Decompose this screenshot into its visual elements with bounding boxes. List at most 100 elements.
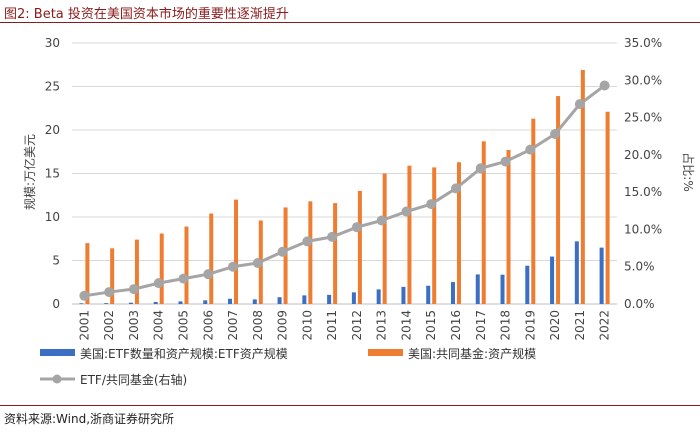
etf-bar-2021 [574, 241, 579, 304]
fund-bar-2004 [159, 233, 164, 304]
legend-label-fund: 美国:共同基金:资产规模 [408, 346, 536, 361]
fund-bar-2003 [134, 239, 139, 304]
etf-bar-2013 [376, 289, 381, 304]
fund-bar-2006 [209, 213, 214, 304]
etf-bar-2006 [203, 300, 208, 304]
etf-bar-2012 [351, 292, 356, 304]
x-axis-ticks: 2001 2002 2003 2004 2005 2006 2007 2008 2009 2010… [77, 310, 611, 341]
right-tick-label: 35.0% [624, 36, 662, 50]
etf-bar-2018 [500, 274, 505, 304]
right-tick-label: 30.0% [624, 73, 662, 87]
x-tick-label: 2006 [201, 310, 215, 341]
etf-bar-2009 [277, 297, 282, 304]
right-tick-label: 25.0% [624, 111, 662, 125]
fund-bar-2019 [531, 118, 536, 304]
fund-bar-2013 [382, 173, 387, 304]
fund-bar-2022 [605, 111, 610, 304]
etf-to-fund-ratio-line [79, 80, 610, 301]
left-tick-label: 10 [45, 210, 60, 224]
fund-bar-2010 [308, 201, 313, 304]
ratio-point-2011 [327, 231, 338, 242]
fund-bar-2011 [333, 203, 338, 304]
left-tick-label: 20 [45, 123, 60, 137]
ratio-point-2020 [550, 128, 561, 139]
x-tick-label: 2022 [598, 310, 612, 341]
x-tick-label: 2015 [424, 310, 438, 341]
left-tick-label: 30 [45, 36, 60, 50]
left-tick-label: 5 [52, 254, 60, 268]
fund-bar-2001 [85, 243, 90, 304]
etf-bar-2020 [550, 256, 555, 304]
etf-bar-2022 [599, 247, 604, 304]
legend-swatch-etf [40, 349, 75, 356]
ratio-point-2014 [401, 206, 412, 217]
x-tick-label: 2002 [102, 310, 116, 341]
x-tick-label: 2011 [325, 310, 339, 341]
right-tick-label: 10.0% [624, 222, 662, 236]
source-note: 资料来源:Wind,浙商证券研究所 [4, 412, 175, 426]
fund-bar-2020 [556, 96, 561, 304]
etf-bar-2014 [401, 286, 406, 304]
title-divider [0, 22, 700, 23]
ratio-point-2016 [450, 183, 461, 194]
legend-swatch-fund [368, 349, 403, 356]
x-tick-label: 2019 [523, 310, 537, 341]
etf-asset-bars [79, 241, 604, 304]
fund-bar-2012 [357, 190, 362, 304]
x-tick-label: 2013 [375, 310, 389, 341]
x-tick-label: 2003 [127, 310, 141, 341]
ratio-point-2015 [426, 199, 437, 210]
ratio-point-2022 [599, 80, 610, 91]
legend-swatch-ratio-marker [52, 374, 62, 384]
etf-bar-2019 [525, 265, 530, 304]
x-tick-label: 2010 [300, 310, 314, 341]
x-tick-label: 2009 [276, 310, 290, 341]
legend-label-etf: 美国:ETF数量和资产规模:ETF资产规模 [80, 346, 288, 361]
ratio-point-2007 [228, 261, 239, 272]
etf-bar-2008 [252, 299, 257, 304]
ratio-point-2013 [376, 215, 387, 226]
ratio-point-2004 [153, 278, 164, 289]
x-tick-label: 2016 [449, 310, 463, 341]
fund-bar-2018 [506, 150, 511, 304]
ratio-point-2018 [500, 156, 511, 167]
fund-bar-2005 [184, 226, 189, 304]
x-tick-label: 2017 [474, 310, 488, 341]
x-tick-label: 2021 [573, 310, 587, 341]
fund-bar-2015 [432, 167, 437, 304]
etf-bar-2002 [104, 303, 109, 304]
fund-bar-2016 [456, 162, 461, 304]
left-tick-label: 0 [52, 297, 60, 311]
right-tick-label: 15.0% [624, 185, 662, 199]
right-axis-title: 占比:% [681, 152, 696, 191]
ratio-point-2012 [351, 222, 362, 233]
fund-bar-2014 [407, 165, 412, 304]
ratio-point-2001 [79, 290, 90, 301]
x-tick-label: 2018 [499, 310, 513, 341]
right-axis-ticks: 0.0% 5.0% 10.0% 15.0% 20.0% 25.0% 30.0% 35.0% [624, 36, 662, 311]
figure-title: 图2: Beta 投资在美国资本市场的重要性逐渐提升 [4, 7, 289, 22]
ratio-point-2017 [475, 163, 486, 174]
ratio-point-2009 [277, 246, 288, 257]
etf-bar-2017 [475, 274, 480, 304]
fund-bar-2007 [234, 199, 239, 304]
left-axis-title: 规模:万亿美元 [22, 134, 37, 210]
x-tick-label: 2007 [226, 310, 240, 341]
ratio-line-path [84, 84, 606, 298]
legend: 美国:ETF数量和资产规模:ETF资产规模 美国:共同基金:资产规模 ETF/共… [40, 346, 536, 387]
ratio-point-2003 [128, 284, 139, 295]
x-tick-label: 2020 [548, 310, 562, 341]
etf-bar-2015 [426, 285, 431, 304]
right-tick-label: 0.0% [624, 297, 655, 311]
x-tick-label: 2004 [152, 310, 166, 341]
legend-label-ratio: ETF/共同基金(右轴) [80, 372, 187, 387]
x-tick-label: 2008 [251, 310, 265, 341]
etf-bar-2003 [128, 302, 133, 304]
chart-area: 0 5 10 15 20 25 30 0.0% 5.0% 10.0% 15.0% 20.0% 25.0… [22, 36, 696, 387]
etf-bar-2011 [327, 294, 332, 304]
ratio-point-2002 [104, 287, 115, 298]
etf-bar-2016 [450, 282, 455, 304]
etf-bar-2005 [178, 301, 183, 304]
etf-bar-2007 [228, 298, 233, 304]
x-tick-label: 2005 [176, 310, 190, 341]
